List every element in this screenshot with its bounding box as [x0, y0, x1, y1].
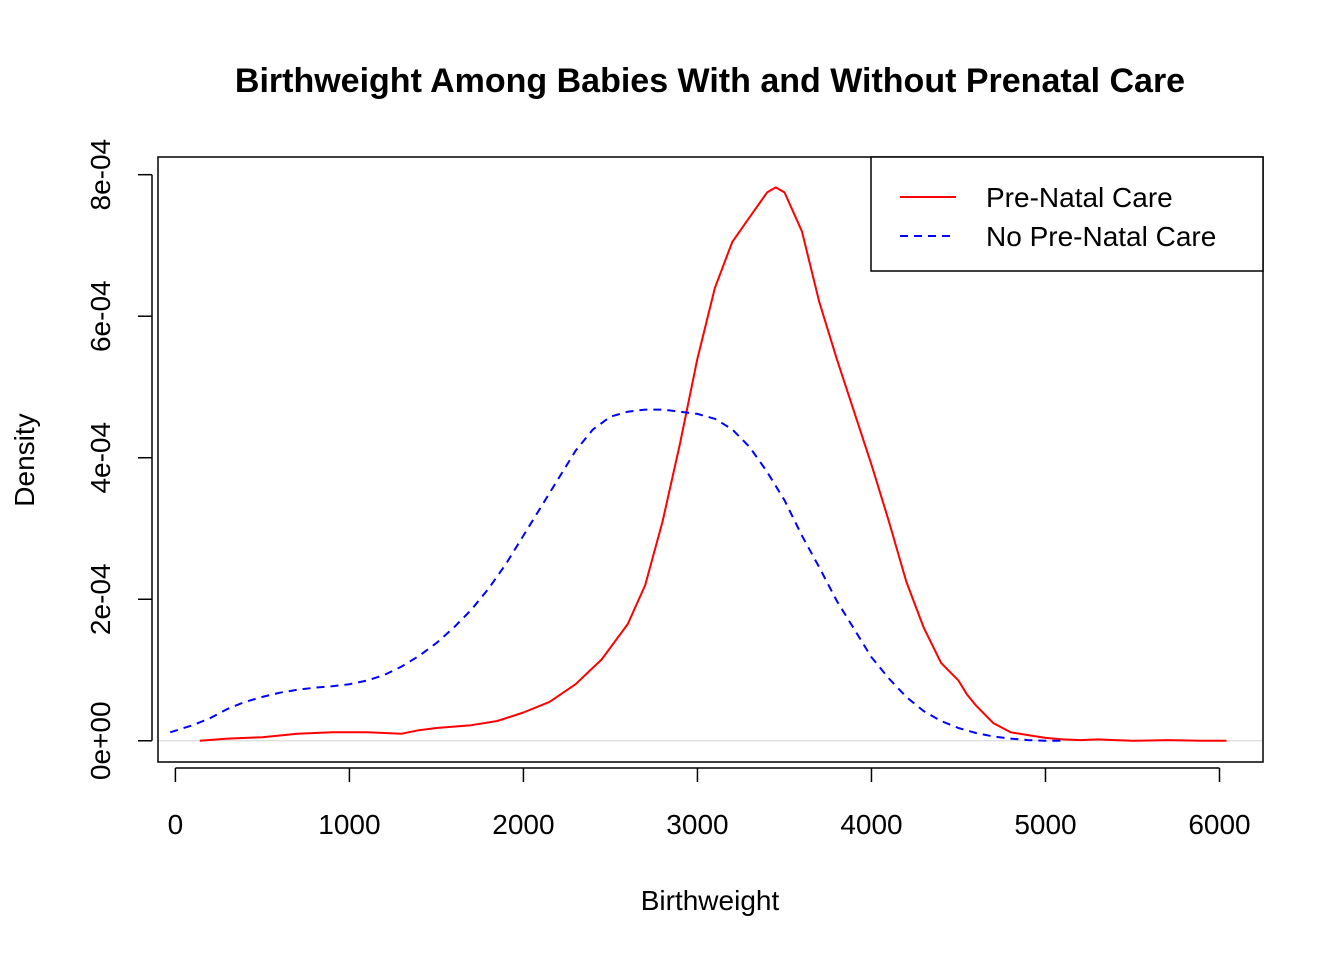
plot-area: 0 1000 2000 3000 4000 5000 6000 0e+00 2e-04 4e-04…: [85, 139, 1264, 840]
y-tick-label-2e-04: 2e-04: [85, 563, 116, 635]
y-axis-label: Density: [9, 413, 40, 506]
y-tick-label-4e-04: 4e-04: [85, 422, 116, 494]
y-tick-label-8e-04: 8e-04: [85, 139, 116, 211]
series-line-1: [199, 186, 1227, 742]
x-tick-label-6000: 6000: [1188, 809, 1250, 840]
y-tick-label-0e+00: 0e+00: [85, 701, 116, 780]
legend-box: [870, 156, 1264, 272]
x-tick-label-0: 0: [168, 809, 184, 840]
x-axis-label: Birthweight: [641, 885, 780, 916]
x-tick-label-5000: 5000: [1014, 809, 1076, 840]
y-tick-label-6e-04: 6e-04: [85, 280, 116, 352]
x-tick-label-3000: 3000: [666, 809, 728, 840]
legend-label-2: No Pre-Natal Care: [986, 221, 1216, 252]
x-tick-label-1000: 1000: [318, 809, 380, 840]
chart-title: Birthweight Among Babies With and Withou…: [235, 62, 1185, 100]
x-tick-label-2000: 2000: [492, 809, 554, 840]
x-tick-label-4000: 4000: [840, 809, 902, 840]
plot-frame: [157, 156, 1264, 763]
series-line-2: [169, 408, 1063, 742]
legend-label-1: Pre-Natal Care: [986, 182, 1173, 213]
